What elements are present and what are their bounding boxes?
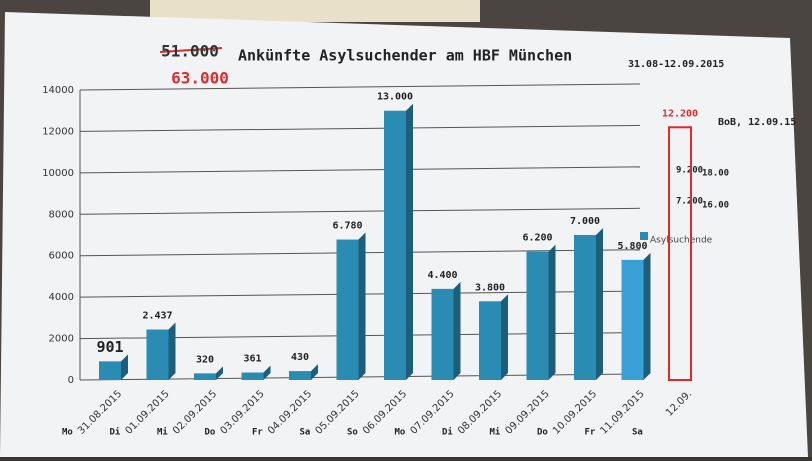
bar-side: [501, 294, 508, 380]
weekday-label: Fr: [585, 428, 596, 438]
legend-swatch: [640, 232, 648, 240]
legend-label: Asylsuchende: [650, 236, 713, 246]
value-label: 13.000: [377, 92, 413, 103]
annotation: 16.00: [702, 201, 729, 211]
bar-side: [358, 232, 366, 380]
y-tick-label: 12000: [42, 126, 74, 137]
grid-line: [79, 124, 641, 132]
strike: [159, 47, 223, 53]
bar-side: [406, 103, 413, 380]
value-label: 2.437: [142, 311, 172, 322]
bar: [431, 288, 454, 380]
value-label: 361: [243, 354, 261, 365]
bar: [574, 235, 596, 380]
weekday-label: Mi: [157, 427, 168, 438]
value-label: 3.800: [475, 282, 505, 293]
bar: [241, 372, 264, 380]
bar-side: [168, 322, 176, 380]
weekday-label: Do: [205, 428, 216, 438]
bar-side: [121, 354, 128, 380]
bar-side: [643, 252, 651, 380]
bar: [526, 251, 549, 380]
value-label: 7.000: [570, 216, 600, 227]
y-tick-label: 2000: [49, 334, 74, 345]
bar: [479, 301, 501, 380]
bar: [336, 239, 359, 380]
value-label: 320: [196, 354, 214, 365]
grid-line: [79, 207, 641, 215]
value-label: 430: [291, 352, 309, 363]
value-label: 6.780: [332, 221, 362, 232]
value-label: 12.200: [662, 108, 698, 119]
y-tick-label: 6000: [49, 251, 74, 262]
bar-side: [548, 244, 556, 380]
chart-title: Ankünfte Asylsuchender am HBF München: [238, 47, 572, 65]
weekday-label: Di: [442, 427, 453, 438]
y-tick-label: 10000: [42, 168, 74, 179]
y-tick-label: 4000: [49, 292, 74, 303]
weekday-label: Sa: [300, 428, 311, 438]
weekday-label: Do: [537, 428, 548, 438]
weekday-label: So: [347, 428, 358, 438]
date-range: 31.08-12.09.2015: [628, 59, 724, 70]
value-label: 901: [96, 338, 123, 356]
bar-side: [453, 281, 461, 380]
y-tick-label: 8000: [49, 209, 74, 220]
y-tick-label: 0: [68, 375, 74, 386]
bar-side: [596, 228, 603, 380]
bar: [384, 110, 406, 380]
grid-line: [79, 166, 641, 174]
bar: [194, 373, 216, 380]
grid-line: [79, 83, 641, 91]
value-label: 6.200: [522, 233, 552, 244]
weekday-label: Mo: [395, 428, 406, 438]
bar: [668, 126, 692, 381]
title-struck: 51.000: [161, 42, 219, 61]
weekday-label: Mi: [490, 427, 501, 438]
y-tick-label: 14000: [42, 85, 74, 96]
bar-side: [263, 365, 271, 380]
bar: [621, 259, 644, 380]
bar: [289, 371, 311, 380]
annotation: 7.200: [676, 197, 703, 207]
weekday-label: Di: [110, 427, 121, 438]
title-correction: 63.000: [171, 69, 229, 88]
bar-side: [311, 364, 318, 380]
annotation: BoB, 12.09.15: [718, 117, 796, 128]
bar-side: [216, 366, 223, 380]
bar: [99, 361, 121, 380]
value-label: 5.800: [617, 241, 647, 252]
annotation: 9.200: [676, 166, 703, 176]
annotation: 18.00: [702, 169, 729, 179]
weekday-label: Mo: [62, 428, 73, 438]
weekday-label: Fr: [252, 428, 263, 438]
window-light: [150, 0, 480, 22]
weekday-label: Sa: [632, 428, 643, 438]
bar: [146, 329, 169, 380]
value-label: 4.400: [427, 270, 457, 281]
